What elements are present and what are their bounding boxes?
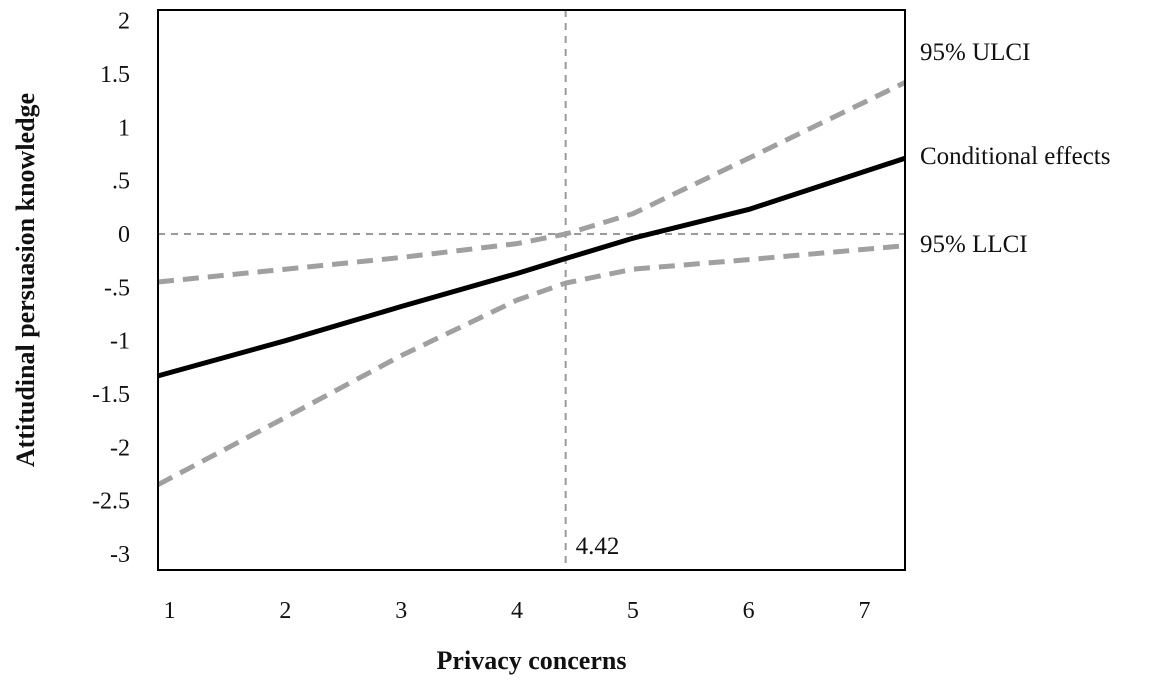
series-label-3: 95% LLCI — [920, 231, 1028, 258]
x-tick-label: 1 — [164, 598, 176, 624]
y-tick-label: -2.5 — [92, 489, 130, 515]
reference-x-value-label: 4.42 — [576, 533, 620, 560]
y-tick-label: -2 — [110, 435, 130, 461]
series-line-3 — [156, 243, 906, 487]
y-axis-title: Attitudinal persuasion knowledge — [11, 93, 40, 467]
x-tick-label: 6 — [743, 598, 755, 624]
reference-lines — [158, 10, 905, 570]
series-line-2 — [157, 155, 906, 379]
y-tick-label: .5 — [112, 169, 130, 195]
y-tick-label: 1.5 — [100, 62, 130, 88]
x-tick-label: 4 — [511, 598, 523, 624]
x-tick-label: 5 — [627, 598, 639, 624]
series-labels: 95% ULCI Conditional effects 95% LLCI — [920, 39, 1110, 258]
series-label-1: 95% ULCI — [920, 39, 1030, 66]
x-tick-label: 3 — [395, 598, 407, 624]
y-tick-label: -3 — [110, 542, 130, 568]
x-tick-label: 2 — [279, 598, 291, 624]
y-tick-label: 2 — [118, 9, 130, 35]
series-lines — [156, 80, 907, 487]
x-tick-labels: 1 2 3 4 5 6 7 — [164, 598, 871, 624]
series-line-1 — [157, 80, 907, 285]
y-tick-label: 0 — [118, 222, 130, 248]
plot-frame — [157, 9, 906, 571]
y-tick-label: -1.5 — [92, 382, 130, 408]
y-tick-label: -.5 — [104, 275, 130, 301]
x-axis-title: Privacy concerns — [437, 646, 627, 675]
y-tick-label: 1 — [118, 115, 130, 141]
y-tick-label: -1 — [110, 329, 130, 355]
y-tick-labels: 21.51.50-.5-1-1.5-2-2.5-3 — [92, 9, 130, 568]
x-tick-label: 7 — [858, 598, 870, 624]
series-label-2: Conditional effects — [920, 143, 1110, 170]
